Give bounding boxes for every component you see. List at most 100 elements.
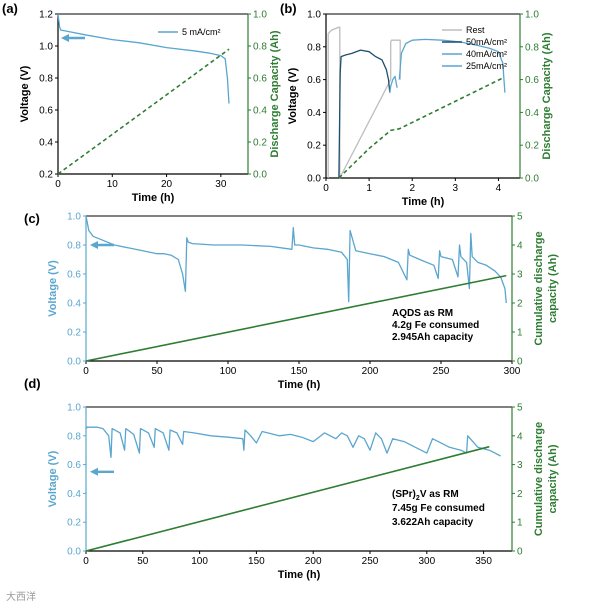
y2-tick-label: 0.8 bbox=[525, 42, 539, 53]
capacity-line bbox=[85, 274, 507, 362]
y-axis-title: Voltage (V) bbox=[19, 65, 31, 122]
x-tick-label: 30 bbox=[215, 179, 227, 190]
y-tick-label: 0.6 bbox=[67, 460, 81, 471]
voltage-series-line bbox=[57, 13, 230, 104]
y2-tick-label: 0.0 bbox=[525, 174, 539, 185]
y2-axis-title: Cumulative discharge bbox=[533, 231, 545, 345]
legend-label: 25mA/cm² bbox=[466, 61, 507, 71]
y-tick-label: 0.0 bbox=[67, 547, 81, 558]
x-tick-label: 350 bbox=[475, 556, 492, 567]
y2-tick-label: 1 bbox=[517, 328, 523, 339]
y2-tick-label: 0.2 bbox=[525, 141, 539, 152]
annotation-text: 4.2g Fe consumed bbox=[392, 320, 479, 331]
y-tick-label: 0.0 bbox=[307, 174, 321, 185]
x-tick-label: 100 bbox=[220, 366, 237, 377]
y-tick-label: 1.2 bbox=[39, 10, 53, 21]
x-tick-label: 150 bbox=[291, 366, 308, 377]
annotation-text: (SPr)2V as RM bbox=[392, 489, 459, 502]
y-tick-label: 0.8 bbox=[67, 431, 81, 442]
y-tick-label: 0.8 bbox=[39, 74, 53, 85]
x-tick-label: 200 bbox=[305, 556, 322, 567]
y-tick-label: 0.6 bbox=[307, 75, 321, 86]
y2-tick-label: 1 bbox=[517, 518, 523, 529]
y2-tick-label: 0.0 bbox=[253, 170, 267, 181]
chart-panel-a: (a) 0 10 20 30 0.2 0.4 0.6 0.8 1.0 1.2 0.0 0.2 0.4 0.6… bbox=[2, 1, 281, 204]
y-tick-label: 0.2 bbox=[67, 518, 81, 529]
x-tick-label: 250 bbox=[433, 366, 450, 377]
y2-tick-label: 1.0 bbox=[525, 10, 539, 21]
y2-tick-label: 0.4 bbox=[253, 106, 267, 117]
y-tick-label: 1.0 bbox=[67, 403, 81, 414]
annotation-text: 7.45g Fe consumed bbox=[392, 503, 485, 514]
y2-tick-label: 0 bbox=[517, 357, 523, 368]
y-tick-label: 0.6 bbox=[39, 106, 53, 117]
y2-tick-label: 0.8 bbox=[253, 42, 267, 53]
voltage-series-line bbox=[389, 75, 398, 93]
x-tick-label: 20 bbox=[161, 179, 173, 190]
x-tick-label: 150 bbox=[248, 556, 265, 567]
x-tick-label: 0 bbox=[55, 179, 61, 190]
axis-arrow-head bbox=[90, 241, 98, 249]
y-tick-label: 1.0 bbox=[39, 42, 53, 53]
voltage-series-line bbox=[327, 26, 401, 179]
chart-panel-c: (c) 0 50 100 150 200 250 300 0.0 0.2 0.4 0.6 0.8 1.0 0… bbox=[24, 211, 559, 391]
x-tick-label: 200 bbox=[362, 366, 379, 377]
capacity-line bbox=[85, 445, 490, 552]
y2-tick-label: 4 bbox=[517, 431, 523, 442]
y-tick-label: 0.4 bbox=[39, 138, 53, 149]
y2-tick-label: 0.2 bbox=[253, 138, 267, 149]
panel-label: (a) bbox=[2, 1, 18, 16]
y-tick-label: 0.2 bbox=[39, 170, 53, 181]
voltage-series-line bbox=[85, 215, 507, 304]
y-tick-label: 0.2 bbox=[307, 141, 321, 152]
y2-tick-label: 5 bbox=[517, 403, 523, 414]
legend-label: Rest bbox=[466, 25, 485, 35]
y-axis-title: Voltage (V) bbox=[47, 450, 59, 507]
x-tick-label: 0 bbox=[83, 366, 89, 377]
x-tick-label: 50 bbox=[151, 366, 163, 377]
y-tick-label: 0.0 bbox=[67, 357, 81, 368]
y-tick-label: 0.4 bbox=[67, 489, 81, 500]
annotation-text: 2.945Ah capacity bbox=[392, 332, 474, 343]
panel-label: (d) bbox=[24, 376, 41, 391]
voltage-series-line bbox=[398, 38, 506, 93]
y2-tick-label: 1.0 bbox=[253, 10, 267, 21]
x-tick-label: 50 bbox=[137, 556, 149, 567]
x-axis-title: Time (h) bbox=[402, 196, 445, 208]
y-tick-label: 0.8 bbox=[307, 42, 321, 53]
y2-tick-label: 2 bbox=[517, 299, 523, 310]
y2-tick-label: 0.6 bbox=[525, 75, 539, 86]
y2-axis-title: Discharge Capacity (Ah) bbox=[269, 30, 281, 157]
axis-arrow-head bbox=[61, 34, 69, 42]
legend-label: 5 mA/cm² bbox=[182, 27, 221, 37]
y2-tick-label: 2 bbox=[517, 489, 523, 500]
y-tick-label: 0.4 bbox=[67, 299, 81, 310]
x-tick-label: 10 bbox=[107, 179, 119, 190]
capacity-line bbox=[338, 77, 504, 179]
x-tick-label: 1 bbox=[366, 183, 372, 194]
y-axis-title: Voltage (V) bbox=[287, 67, 299, 124]
x-axis-title: Time (h) bbox=[132, 192, 175, 204]
y2-axis-title: capacity (Ah) bbox=[547, 254, 559, 323]
axis-arrow-head bbox=[90, 467, 98, 476]
y2-tick-label: 5 bbox=[517, 212, 523, 223]
y2-tick-label: 3 bbox=[517, 270, 523, 281]
y2-tick-label: 0.4 bbox=[525, 108, 539, 119]
x-tick-label: 300 bbox=[504, 366, 521, 377]
y2-axis-title: Discharge Capacity (Ah) bbox=[541, 32, 553, 159]
y-axis-title: Voltage (V) bbox=[47, 260, 59, 317]
x-tick-label: 250 bbox=[362, 556, 379, 567]
y2-axis-title: Cumulative discharge bbox=[533, 422, 545, 536]
x-tick-label: 3 bbox=[453, 183, 459, 194]
capacity-line bbox=[57, 48, 230, 175]
panel-label: (c) bbox=[24, 211, 40, 226]
x-tick-label: 4 bbox=[496, 183, 502, 194]
y-tick-label: 0.4 bbox=[307, 108, 321, 119]
y2-tick-label: 0.6 bbox=[253, 74, 267, 85]
legend-label: 40mA/cm² bbox=[466, 49, 507, 59]
x-tick-label: 300 bbox=[418, 556, 435, 567]
y-tick-label: 0.2 bbox=[67, 328, 81, 339]
x-tick-label: 100 bbox=[191, 556, 208, 567]
x-tick-label: 2 bbox=[409, 183, 415, 194]
voltage-series-line bbox=[85, 426, 501, 459]
